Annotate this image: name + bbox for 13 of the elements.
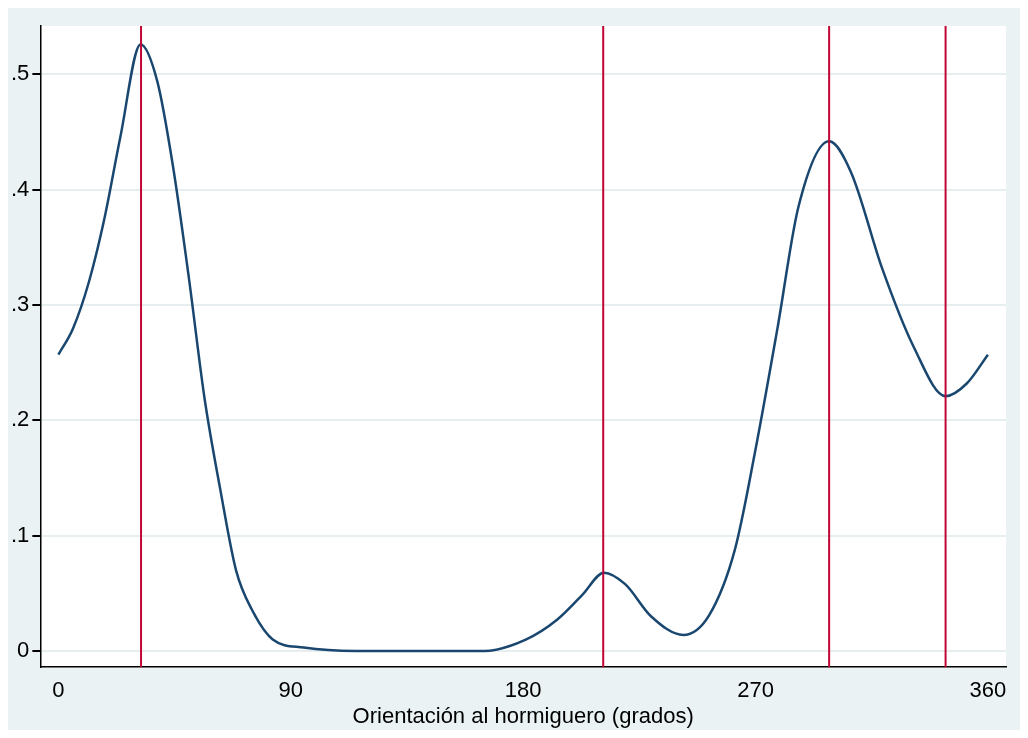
y-tick-label: .4 — [10, 175, 30, 201]
y-tick-label: 0 — [17, 637, 30, 663]
y-tick-label: .3 — [10, 291, 30, 317]
x-tick-label: 180 — [504, 677, 542, 703]
y-tick-label: .2 — [10, 406, 30, 432]
line-series — [57, 43, 990, 653]
y-tick-label: .5 — [10, 60, 30, 86]
x-tick-label: 270 — [737, 677, 774, 703]
x-tick-label: 90 — [278, 677, 304, 703]
x-tick-label: 0 — [52, 677, 65, 703]
x-tick-label: 360 — [969, 677, 1007, 703]
y-tick-label: .1 — [10, 521, 30, 547]
x-axis-title: Orientación al hormiguero (grados) — [352, 702, 694, 728]
